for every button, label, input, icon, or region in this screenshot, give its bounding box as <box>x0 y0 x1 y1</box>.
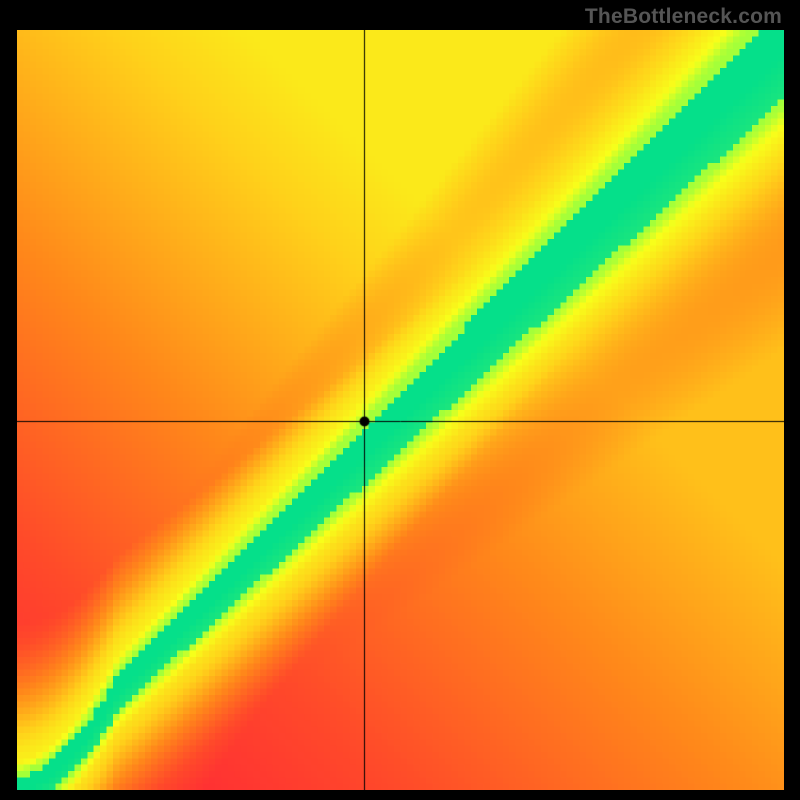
watermark-text: TheBottleneck.com <box>585 5 782 29</box>
crosshair-overlay <box>17 30 784 790</box>
chart-container: { "watermark": { "text": "TheBottleneck.… <box>0 0 800 800</box>
